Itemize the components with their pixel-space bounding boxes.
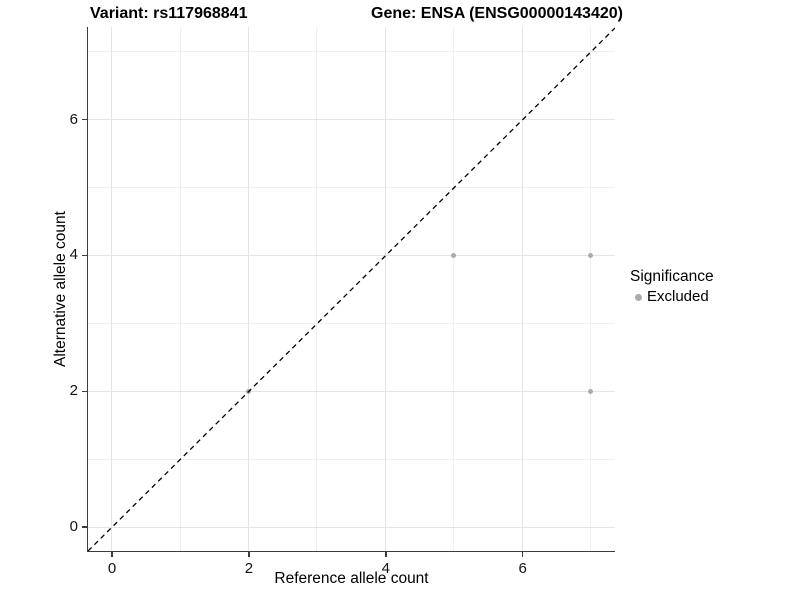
x-tick-mark (111, 552, 113, 558)
legend-items: Excluded (630, 288, 714, 306)
y-tick-label: 6 (69, 110, 78, 128)
x-minor-gridline (590, 27, 592, 551)
y-tick-label: 0 (69, 518, 78, 536)
y-minor-gridline (87, 322, 615, 324)
x-minor-gridline (453, 27, 455, 551)
y-major-gridline (87, 526, 615, 528)
x-tick-label: 4 (381, 560, 390, 577)
plot-panel (86, 27, 615, 552)
data-point (588, 252, 594, 258)
x-tick-mark (521, 552, 524, 558)
x-major-gridline (247, 27, 249, 551)
data-point (588, 388, 594, 394)
y-major-gridline (87, 254, 615, 256)
x-tick-label: 6 (518, 560, 527, 577)
y-major-gridline (87, 390, 615, 392)
variant-title: Variant: rs117968841 (90, 5, 248, 22)
x-tick-mark (385, 552, 387, 558)
legend-item: Excluded (630, 288, 714, 306)
x-minor-gridline (316, 27, 318, 551)
y-tick-label: 4 (69, 246, 78, 264)
legend: Significance Excluded (630, 266, 714, 306)
data-point (451, 252, 457, 258)
x-minor-gridline (179, 27, 181, 551)
y-tick-label: 2 (69, 382, 78, 400)
y-minor-gridline (87, 51, 615, 53)
y-tick-mark (81, 526, 87, 528)
legend-item-label: Excluded (647, 288, 709, 305)
gene-title: Gene: ENSA (ENSG00000143420) (371, 5, 623, 22)
x-major-gridline (111, 27, 113, 551)
y-major-gridline (87, 119, 615, 120)
x-tick-mark (248, 552, 250, 558)
x-major-gridline (384, 27, 386, 551)
y-minor-gridline (87, 458, 615, 460)
y-minor-gridline (87, 186, 615, 188)
legend-title: Significance (630, 268, 714, 285)
y-tick-mark (81, 118, 87, 121)
x-tick-label: 0 (107, 560, 117, 577)
x-major-gridline (521, 27, 523, 551)
identity-line (87, 27, 615, 551)
y-tick-mark (81, 390, 87, 393)
x-axis-title: Reference allele count (274, 570, 429, 587)
y-tick-mark (81, 254, 87, 257)
legend-point-icon (635, 293, 642, 301)
x-tick-label: 2 (244, 560, 254, 577)
